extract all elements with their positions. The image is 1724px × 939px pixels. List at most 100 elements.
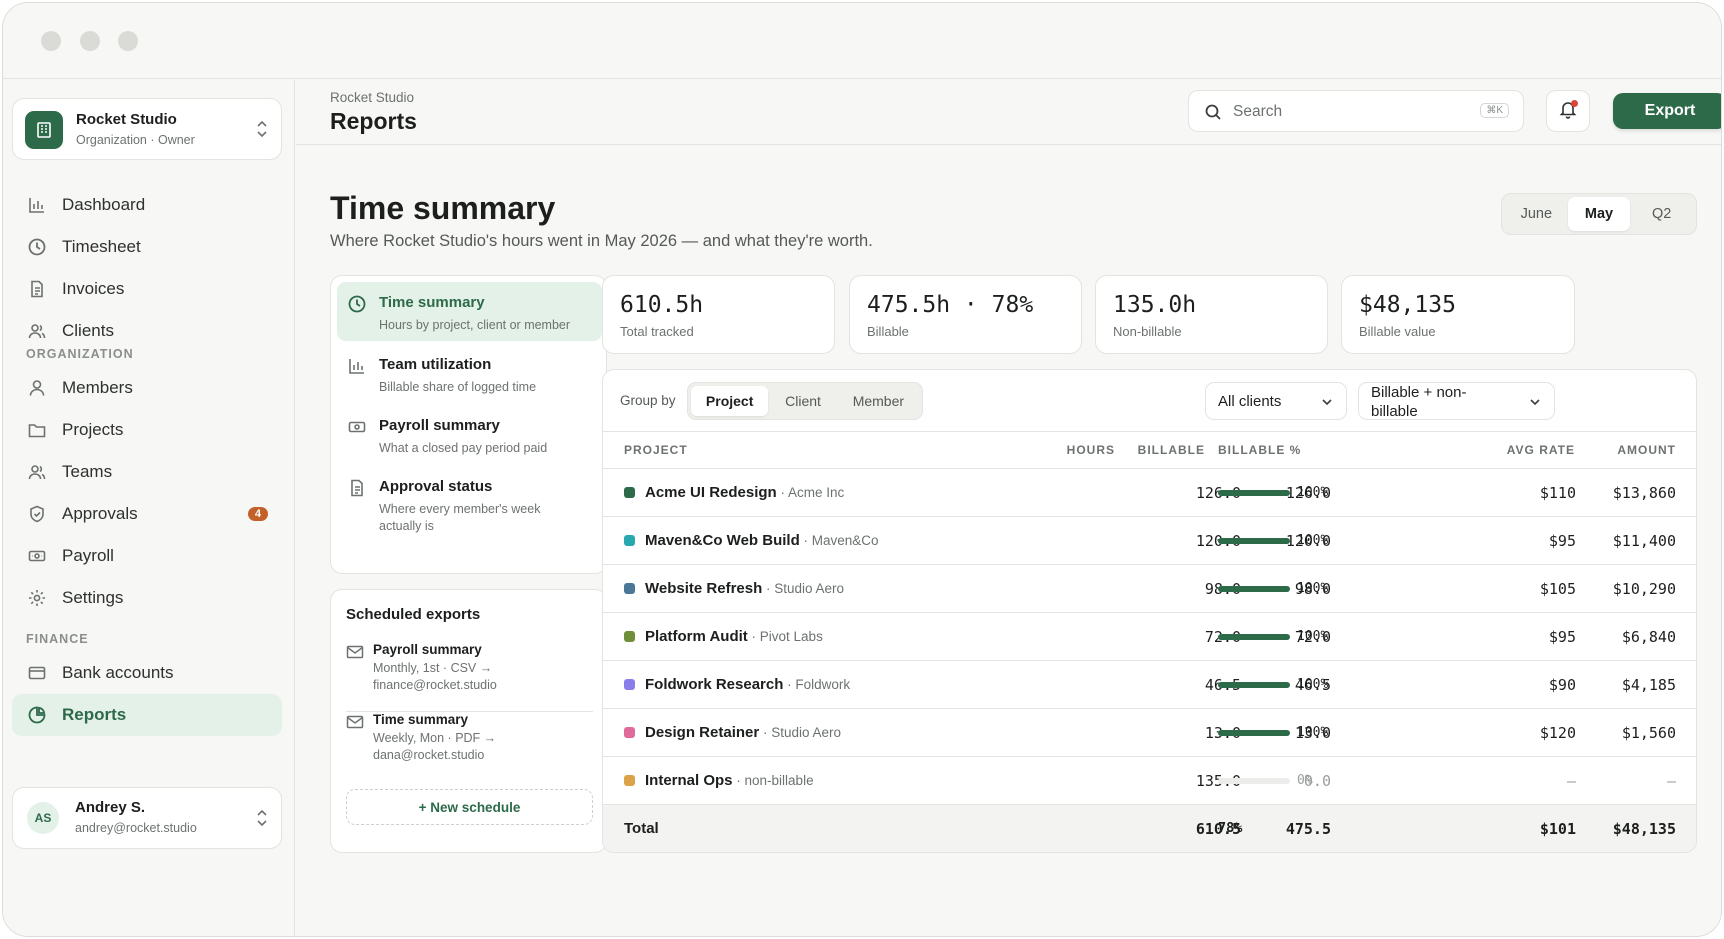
total-avg-rate: $101: [1540, 820, 1576, 838]
project-color-swatch: [624, 727, 635, 738]
new-schedule-button[interactable]: + New schedule: [346, 789, 593, 825]
period-tab-june[interactable]: June: [1505, 197, 1568, 231]
nav-item-invoices[interactable]: Invoices: [12, 268, 282, 310]
table-row[interactable]: Foldwork Research · Foldwork46.546.5100%…: [603, 661, 1696, 709]
users-icon: [26, 320, 48, 342]
project-client: · Studio Aero: [759, 725, 841, 740]
nav-item-bank-accounts[interactable]: Bank accounts: [12, 652, 282, 694]
avg-rate-cell: $120: [1540, 724, 1576, 742]
billable-pct-bar-fill: [1218, 490, 1290, 496]
nav-label: Invoices: [62, 279, 124, 299]
billable-pct-label: 100%: [1297, 725, 1328, 740]
chevron-down-icon: [1528, 395, 1542, 409]
project-color-swatch: [624, 487, 635, 498]
project-name: Foldwork Research · Foldwork: [645, 676, 850, 693]
nav-item-clients[interactable]: Clients: [12, 310, 282, 352]
nav-item-payroll[interactable]: Payroll: [12, 535, 282, 577]
table-row[interactable]: Acme UI Redesign · Acme Inc126.0126.0100…: [603, 469, 1696, 517]
project-name-text: Website Refresh: [645, 580, 762, 597]
window-close-button[interactable]: [41, 31, 61, 51]
project-client: · Studio Aero: [762, 581, 844, 596]
nav-item-dashboard[interactable]: Dashboard: [12, 184, 282, 226]
banknote-icon: [347, 417, 367, 437]
period-tab-may[interactable]: May: [1568, 197, 1631, 231]
report-list: Time summary Hours by project, client or…: [330, 275, 607, 574]
search-input[interactable]: [1233, 100, 1453, 124]
column-header-billable-pct[interactable]: BILLABLE %: [1218, 443, 1301, 457]
document-icon: [26, 278, 48, 300]
column-header-project[interactable]: PROJECT: [624, 443, 688, 457]
table-row[interactable]: Platform Audit · Pivot Labs72.072.0100%$…: [603, 613, 1696, 661]
clock-icon: [347, 294, 367, 314]
user-switcher[interactable]: AS Andrey S. andrey@rocket.studio: [12, 787, 282, 849]
scheduled-export-recipient: dana@rocket.studio: [373, 748, 484, 762]
approvals-count-badge: 4: [248, 507, 268, 521]
report-item-team-utilization[interactable]: Team utilization Billable share of logge…: [337, 344, 602, 403]
table-row[interactable]: Website Refresh · Studio Aero98.098.0100…: [603, 565, 1696, 613]
search-icon: [1203, 102, 1223, 122]
window-minimize-button[interactable]: [80, 31, 100, 51]
client-filter-select[interactable]: All clients: [1205, 382, 1347, 420]
nav-item-teams[interactable]: Teams: [12, 451, 282, 493]
stat-label: Billable: [867, 324, 909, 339]
table-row[interactable]: Maven&Co Web Build · Maven&Co120.0120.01…: [603, 517, 1696, 565]
mail-icon: [346, 714, 364, 730]
nav-item-approvals[interactable]: Approvals 4: [12, 493, 282, 535]
user-icon: [26, 377, 48, 399]
stat-card-billable-value: $48,135 Billable value: [1341, 275, 1575, 354]
billable-filter-value-line2: billable: [1371, 402, 1418, 421]
gear-icon: [26, 587, 48, 609]
project-name: Maven&Co Web Build · Maven&Co: [645, 532, 879, 549]
report-item-approval-status[interactable]: Approval status Where every member's wee…: [337, 466, 602, 546]
group-by-client[interactable]: Client: [768, 386, 837, 416]
report-item-time-summary[interactable]: Time summary Hours by project, client or…: [337, 282, 602, 341]
search-shortcut-hint: ⌘K: [1480, 103, 1509, 118]
report-item-payroll-summary[interactable]: Payroll summary What a closed pay period…: [337, 405, 602, 464]
billable-pct-bar-fill: [1218, 730, 1290, 736]
window-zoom-button[interactable]: [118, 31, 138, 51]
nav-item-projects[interactable]: Projects: [12, 409, 282, 451]
bar-chart-icon: [26, 194, 48, 216]
notifications-button[interactable]: [1546, 90, 1590, 132]
breadcrumb[interactable]: Rocket Studio: [330, 90, 414, 105]
project-color-swatch: [624, 631, 635, 642]
nav-item-members[interactable]: Members: [12, 367, 282, 409]
column-header-amount[interactable]: AMOUNT: [1617, 443, 1676, 457]
export-button[interactable]: Export: [1613, 93, 1722, 129]
nav-item-settings[interactable]: Settings: [12, 577, 282, 619]
table-header: PROJECT HOURS BILLABLE BILLABLE % AVG RA…: [603, 432, 1696, 469]
nav-label: Clients: [62, 321, 114, 341]
notification-dot: [1571, 100, 1578, 107]
project-name-text: Platform Audit: [645, 628, 748, 645]
group-by-project[interactable]: Project: [691, 386, 768, 416]
project-name: Website Refresh · Studio Aero: [645, 580, 844, 597]
project-client: · Acme Inc: [777, 485, 845, 500]
billable-pct-label: 100%: [1297, 533, 1328, 548]
avg-rate-cell: $95: [1549, 628, 1576, 646]
search-box[interactable]: ⌘K: [1188, 90, 1524, 132]
nav-item-timesheet[interactable]: Timesheet: [12, 226, 282, 268]
report-description: Billable share of logged time: [379, 379, 594, 396]
column-header-avg-rate[interactable]: AVG RATE: [1507, 443, 1575, 457]
billable-pct-label: 0%: [1297, 773, 1313, 788]
scheduled-export-item[interactable]: Time summary Weekly, Mon · PDF → dana@ro…: [346, 712, 593, 772]
avg-rate-cell: $95: [1549, 532, 1576, 550]
column-header-billable[interactable]: BILLABLE: [1138, 443, 1205, 457]
amount-cell: —: [1667, 772, 1676, 790]
table-row[interactable]: Design Retainer · Studio Aero13.013.0100…: [603, 709, 1696, 757]
nav-item-reports[interactable]: Reports: [12, 694, 282, 736]
nav-label: Payroll: [62, 546, 114, 566]
billable-filter-value-line1: Billable + non-: [1371, 383, 1466, 402]
period-tab-q2[interactable]: Q2: [1630, 197, 1693, 231]
stat-label: Billable value: [1359, 324, 1436, 339]
billable-filter-select[interactable]: Billable + non- billable: [1358, 382, 1555, 420]
org-switcher[interactable]: Rocket Studio Organization · Owner: [12, 98, 282, 160]
client-filter-value: All clients: [1218, 393, 1281, 410]
group-by-member[interactable]: Member: [838, 386, 919, 416]
column-header-hours[interactable]: HOURS: [1067, 443, 1115, 457]
nav-label: Approvals: [62, 504, 138, 524]
scheduled-export-item[interactable]: Payroll summary Monthly, 1st · CSV → fin…: [346, 642, 593, 702]
table-row[interactable]: Internal Ops · non-billable135.00.00%——: [603, 757, 1696, 805]
project-client: · Pivot Labs: [748, 629, 823, 644]
billable-pct-bar: [1218, 730, 1290, 736]
